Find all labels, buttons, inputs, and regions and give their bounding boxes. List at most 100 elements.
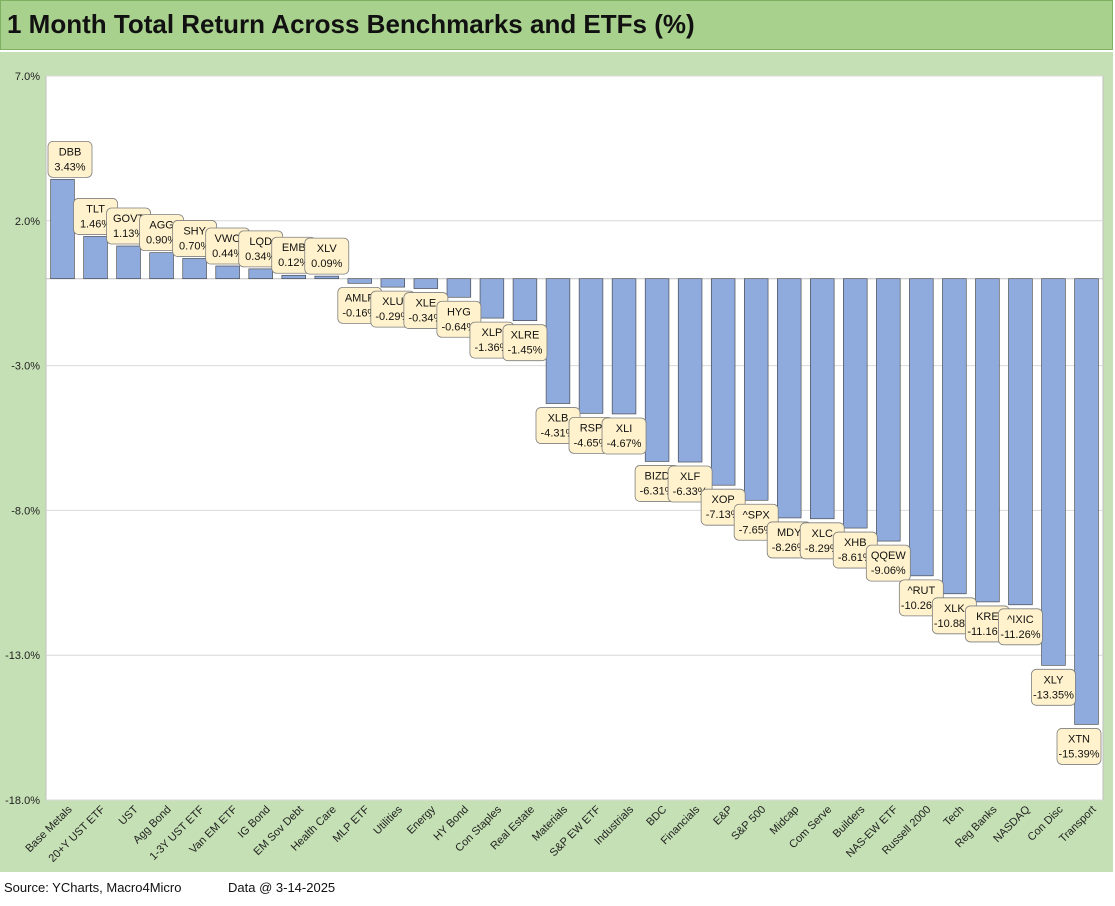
value-label: 0.70% [179,240,210,252]
value-label: -4.65% [574,437,609,449]
value-label: 3.43% [54,161,85,173]
ticker-label: BIZD [645,470,670,482]
ticker-label: ^RUT [907,585,935,597]
value-label: -8.29% [805,543,840,555]
ticker-label: XLP [482,327,503,339]
bar [83,236,108,280]
ticker-label: ^SPX [743,509,771,521]
bar [512,278,538,322]
ticker-label: XOP [712,494,735,506]
data-label-box [47,140,93,178]
bar [843,278,868,529]
value-label: -0.16% [342,307,377,319]
ticker-label: RSP [580,422,603,434]
bar [876,278,901,542]
bar [149,252,174,280]
title-bar: 1 Month Total Return Across Benchmarks a… [0,0,1113,50]
data-label-box [304,237,350,275]
ticker-label: QQEW [871,550,906,562]
bar-chart: 7.0%2.0%-3.0%-8.0%-13.0%-18.0%Base Metal… [5,71,1104,865]
data-label-box [601,417,647,455]
value-label: -7.65% [739,524,774,536]
value-label: -6.31% [640,485,675,497]
category-label: Transport [1057,804,1098,845]
ticker-label: XLK [944,603,965,615]
bar [810,278,835,520]
bar [975,278,1000,603]
value-label: -1.45% [508,345,543,357]
value-label: 0.34% [245,251,276,263]
bar [479,278,505,319]
value-label: -1.36% [474,342,509,354]
bar [909,278,934,577]
bar [942,278,967,595]
ticker-label: XHB [844,537,867,549]
y-tick-label: 7.0% [15,71,40,83]
category-label: S&P 500 [729,804,768,843]
value-label: -11.16% [967,626,1007,638]
ticker-label: SHY [183,225,206,237]
y-tick-label: -13.0% [5,650,40,662]
bar [611,278,637,415]
category-label: Tech [942,804,967,829]
category-label: E&P [711,804,735,828]
value-label: -8.26% [772,542,807,554]
ticker-label: XLB [548,413,569,425]
value-label: 0.90% [146,235,177,247]
bar [446,278,472,298]
bar [281,274,306,280]
bar [413,278,439,289]
bar [182,258,207,280]
value-label: -15.39% [1059,748,1100,760]
value-label: -0.29% [375,311,410,323]
bar [545,278,571,404]
ticker-label: EMB [282,242,306,254]
value-label: -9.06% [871,565,906,577]
ticker-label: AGG [149,220,173,232]
bar [215,265,240,280]
bar [1074,278,1099,725]
data-label-box [865,544,911,582]
data-label-box [502,324,548,362]
data-date-note: Data @ 3-14-2025 [228,880,336,895]
footer: Source: YCharts, Macro4Micro Data @ 3-14… [0,872,1113,906]
value-label: 1.46% [80,218,111,230]
value-label: -6.33% [673,486,708,498]
ticker-label: MDY [777,527,802,539]
category-label: NASDAQ [991,803,1033,845]
y-tick-label: -18.0% [5,795,40,807]
ticker-label: XLC [812,528,833,540]
value-label: -10.26% [901,600,942,612]
ticker-label: DBB [59,146,82,158]
bar [314,275,339,280]
bar [50,179,75,280]
bar [116,245,141,280]
value-label: -7.13% [706,509,741,521]
ticker-label: XLI [616,423,633,435]
bar [578,278,604,414]
value-label: -4.67% [607,438,642,450]
category-label: MLP ETF [331,803,372,844]
bar [347,278,372,284]
source-note: Source: YCharts, Macro4Micro [4,880,182,895]
ticker-label: XLV [317,243,338,255]
y-tick-label: -3.0% [11,361,40,373]
value-label: -0.64% [441,321,476,333]
ticker-label: XLF [680,471,700,483]
data-label-box [998,608,1043,646]
category-label: Utilities [371,803,405,837]
value-label: -0.34% [408,313,443,325]
value-label: -13.35% [1033,689,1074,701]
ticker-label: HYG [447,306,471,318]
bar [1041,278,1066,666]
ticker-label: GOVT [113,213,144,225]
ticker-label: XLE [415,298,436,310]
bar [1008,278,1033,606]
y-tick-label: -8.0% [11,505,40,517]
value-label: -4.31% [541,428,576,440]
bar [743,278,769,501]
value-label: 0.44% [212,248,243,260]
ticker-label: VWO [215,233,242,245]
ticker-label: XLU [382,296,403,308]
value-label: -11.26% [1000,629,1040,641]
